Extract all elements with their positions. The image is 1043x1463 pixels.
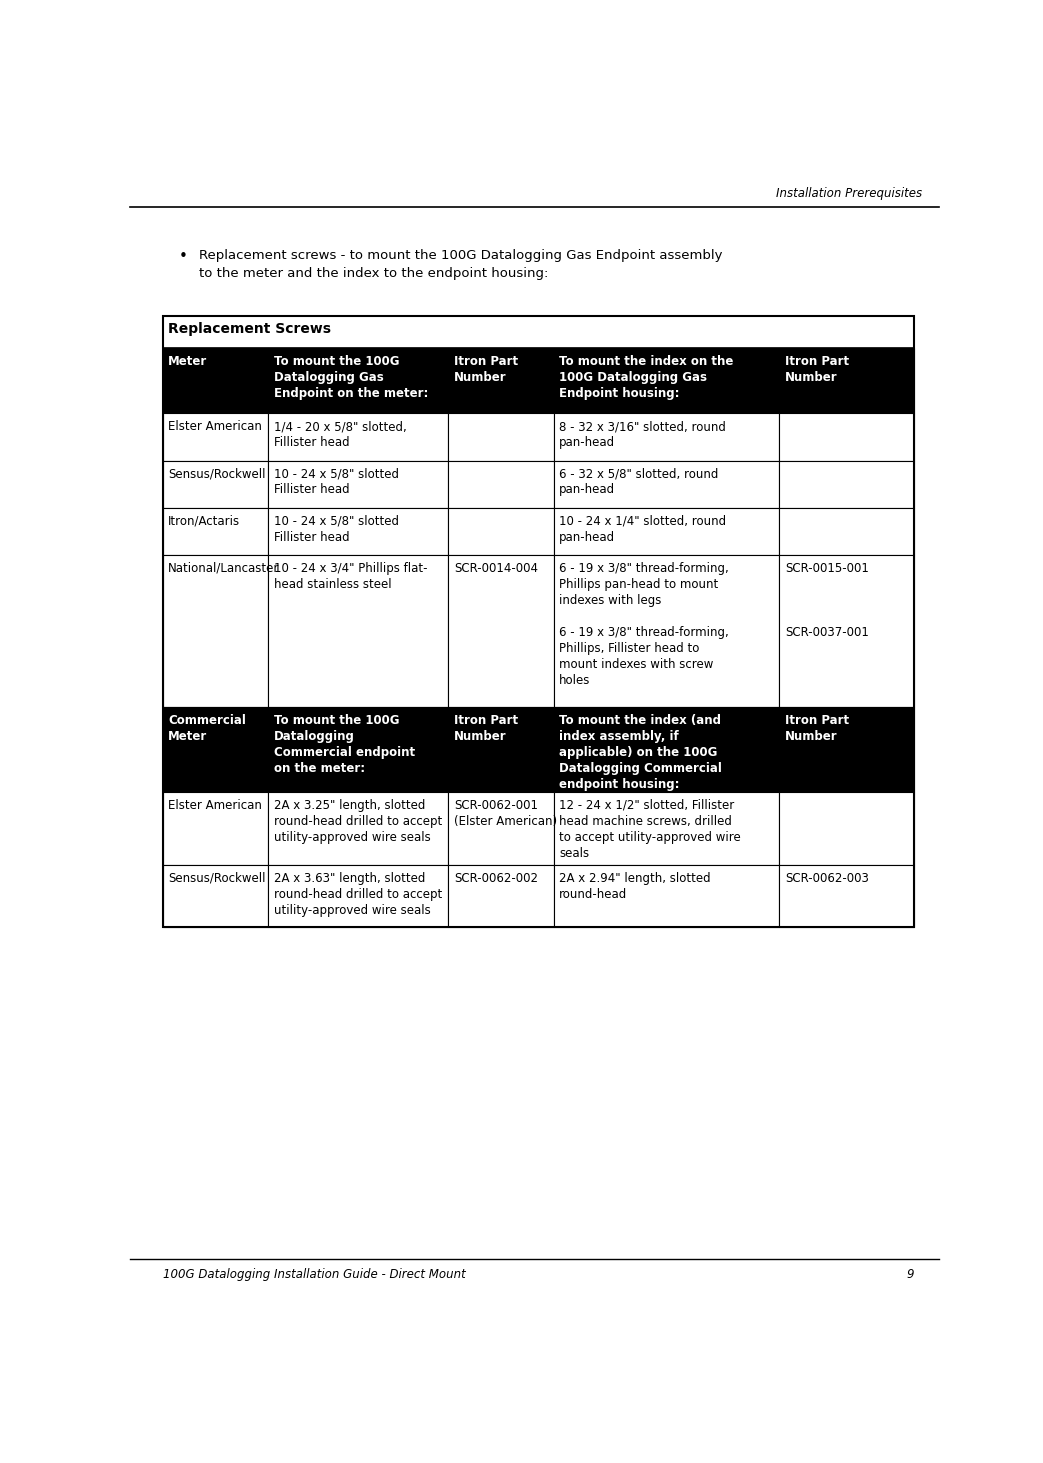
Bar — [779, 461, 915, 508]
Text: SCR-0015-001



SCR-0037-001: SCR-0015-001 SCR-0037-001 — [784, 562, 869, 639]
Text: 6 - 32 x 5/8" slotted, round
pan-head: 6 - 32 x 5/8" slotted, round pan-head — [559, 467, 719, 496]
Bar — [448, 413, 554, 461]
Bar — [554, 508, 779, 554]
Bar — [268, 554, 448, 707]
Text: SCR-0014-004: SCR-0014-004 — [454, 562, 538, 575]
Bar — [163, 508, 268, 554]
Bar — [448, 865, 554, 928]
Text: 9: 9 — [907, 1268, 915, 1282]
Text: 6 - 19 x 3/8" thread-forming,
Phillips pan-head to mount
indexes with legs

6 - : 6 - 19 x 3/8" thread-forming, Phillips p… — [559, 562, 729, 688]
Bar — [554, 865, 779, 928]
Text: 10 - 24 x 3/4" Phillips flat-
head stainless steel: 10 - 24 x 3/4" Phillips flat- head stain… — [273, 562, 428, 591]
Bar — [268, 865, 448, 928]
Text: Itron Part
Number: Itron Part Number — [454, 714, 518, 743]
Bar — [779, 413, 915, 461]
Text: To mount the 100G
Datalogging Gas
Endpoint on the meter:: To mount the 100G Datalogging Gas Endpoi… — [273, 354, 428, 399]
Bar — [779, 791, 915, 865]
Bar — [554, 707, 779, 791]
Bar — [779, 554, 915, 707]
Bar — [268, 461, 448, 508]
Bar — [163, 554, 268, 707]
Bar — [554, 413, 779, 461]
Text: 2A x 2.94" length, slotted
round-head: 2A x 2.94" length, slotted round-head — [559, 872, 711, 901]
Text: Itron Part
Number: Itron Part Number — [784, 354, 849, 383]
Text: 12 - 24 x 1/2" slotted, Fillister
head machine screws, drilled
to accept utility: 12 - 24 x 1/2" slotted, Fillister head m… — [559, 799, 741, 860]
Text: Itron/Actaris: Itron/Actaris — [168, 515, 241, 528]
Text: Replacement Screws: Replacement Screws — [168, 322, 332, 336]
Text: Itron Part
Number: Itron Part Number — [784, 714, 849, 743]
Bar — [268, 413, 448, 461]
Text: Replacement screws - to mount the 100G Datalogging Gas Endpoint assembly
to the : Replacement screws - to mount the 100G D… — [199, 249, 723, 279]
Bar — [448, 508, 554, 554]
Text: Commercial
Meter: Commercial Meter — [168, 714, 246, 743]
Text: 100G Datalogging Installation Guide - Direct Mount: 100G Datalogging Installation Guide - Di… — [163, 1268, 465, 1282]
Text: 2A x 3.25" length, slotted
round-head drilled to accept
utility-approved wire se: 2A x 3.25" length, slotted round-head dr… — [273, 799, 442, 844]
Bar — [268, 791, 448, 865]
Bar — [448, 461, 554, 508]
Bar — [163, 316, 915, 928]
Bar — [779, 348, 915, 413]
Text: 2A x 3.63" length, slotted
round-head drilled to accept
utility-approved wire se: 2A x 3.63" length, slotted round-head dr… — [273, 872, 442, 917]
Bar — [163, 348, 268, 413]
Bar — [268, 348, 448, 413]
Text: SCR-0062-001
(Elster American): SCR-0062-001 (Elster American) — [454, 799, 557, 828]
Text: 8 - 32 x 3/16" slotted, round
pan-head: 8 - 32 x 3/16" slotted, round pan-head — [559, 420, 726, 449]
Bar — [779, 707, 915, 791]
Text: 1/4 - 20 x 5/8" slotted,
Fillister head: 1/4 - 20 x 5/8" slotted, Fillister head — [273, 420, 407, 449]
Bar — [448, 791, 554, 865]
Text: 10 - 24 x 5/8" slotted
Fillister head: 10 - 24 x 5/8" slotted Fillister head — [273, 515, 398, 544]
Text: Sensus/Rockwell: Sensus/Rockwell — [168, 872, 266, 885]
Text: Itron Part
Number: Itron Part Number — [454, 354, 518, 383]
Text: National/Lancaster: National/Lancaster — [168, 562, 280, 575]
Text: To mount the index on the
100G Datalogging Gas
Endpoint housing:: To mount the index on the 100G Dataloggi… — [559, 354, 733, 399]
Text: Meter: Meter — [168, 354, 208, 367]
Text: Sensus/Rockwell: Sensus/Rockwell — [168, 467, 266, 480]
Text: Elster American: Elster American — [168, 420, 262, 433]
Bar — [163, 461, 268, 508]
Text: 10 - 24 x 1/4" slotted, round
pan-head: 10 - 24 x 1/4" slotted, round pan-head — [559, 515, 726, 544]
Bar — [448, 707, 554, 791]
Text: Installation Prerequisites: Installation Prerequisites — [776, 187, 922, 200]
Text: •: • — [179, 249, 188, 263]
Bar — [163, 791, 268, 865]
Text: SCR-0062-003: SCR-0062-003 — [784, 872, 869, 885]
Bar — [779, 865, 915, 928]
Bar — [268, 707, 448, 791]
Bar — [448, 554, 554, 707]
Bar — [554, 348, 779, 413]
Bar — [163, 413, 268, 461]
Text: Elster American: Elster American — [168, 799, 262, 812]
Text: 10 - 24 x 5/8" slotted
Fillister head: 10 - 24 x 5/8" slotted Fillister head — [273, 467, 398, 496]
Bar — [554, 791, 779, 865]
Bar — [163, 316, 915, 348]
Text: SCR-0062-002: SCR-0062-002 — [454, 872, 538, 885]
Bar — [448, 348, 554, 413]
Bar — [779, 508, 915, 554]
Bar — [554, 554, 779, 707]
Text: To mount the index (and
index assembly, if
applicable) on the 100G
Datalogging C: To mount the index (and index assembly, … — [559, 714, 722, 791]
Bar — [268, 508, 448, 554]
Bar — [163, 707, 268, 791]
Text: To mount the 100G
Datalogging
Commercial endpoint
on the meter:: To mount the 100G Datalogging Commercial… — [273, 714, 415, 775]
Bar — [163, 865, 268, 928]
Bar — [554, 461, 779, 508]
